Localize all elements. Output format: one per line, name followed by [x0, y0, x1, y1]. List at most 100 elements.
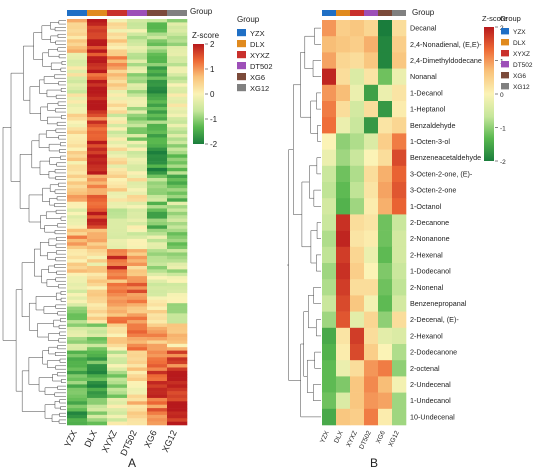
panel-a-cell: [107, 245, 128, 250]
panel-a-column-labels: YZX DLX XYXZ DT502 XG6 XG12: [62, 428, 178, 457]
panel-a-cell: [147, 272, 168, 277]
panel-a-cell: [147, 418, 168, 422]
panel-a-cell: [167, 347, 188, 351]
panel-a-cell: [67, 93, 88, 98]
panel-a-cell: [127, 235, 148, 240]
panel-a-cell: [67, 110, 88, 115]
panel-a-cell: [67, 178, 88, 182]
panel-b-cell: [336, 230, 351, 248]
panel-a-cell: [127, 110, 148, 115]
panel-a-cell: [87, 313, 108, 318]
panel-a-dendrogram-branch: [28, 302, 38, 331]
panel-a-cell: [147, 35, 168, 40]
panel-a-cell: [127, 171, 148, 175]
panel-b-colorbar-tick-label: -2: [500, 159, 506, 166]
panel-a-cell: [167, 309, 188, 314]
panel-a-cell: [67, 343, 88, 348]
panel-a-dendrogram-branch: [28, 357, 43, 385]
panel-b-cell: [392, 344, 407, 361]
panel-a-cell: [87, 123, 108, 128]
panel-a-cell: [87, 252, 108, 257]
panel-a-cell: [127, 370, 148, 375]
panel-a-dendrogram-branch: [45, 130, 59, 138]
panel-b-dendrogram-branch: [309, 165, 317, 199]
panel-a-cell: [67, 384, 88, 389]
panel-a-cell: [147, 154, 168, 159]
panel-b-group-legend-label: XG12: [513, 84, 530, 91]
panel-a-cell: [67, 293, 88, 297]
panel-a-cell: [127, 188, 148, 192]
panel-a-cell: [127, 347, 148, 351]
panel-a-cell: [107, 86, 128, 91]
panel-a-cell: [107, 381, 128, 385]
panel-a-cell: [147, 93, 168, 98]
panel-b-cell: [322, 36, 337, 53]
panel-a-cell: [107, 39, 128, 43]
panel-a-dendrogram-branch: [54, 401, 61, 409]
panel-a-cell: [127, 316, 148, 321]
panel-b-cell: [350, 133, 365, 150]
panel-a-cell: [107, 42, 128, 47]
panel-b-group-legend-items: YZX DLX XYXZ DT502 XG6 XG12: [501, 28, 533, 91]
panel-a-dendrogram-branch: [44, 387, 58, 395]
panel-a-dendrogram-branch: [58, 54, 66, 59]
panel-b-cell: [322, 376, 337, 393]
panel-a-cell: [67, 35, 88, 40]
panel-a-cell: [147, 86, 168, 91]
panel-a-column-label: YZX: [62, 429, 78, 449]
panel-a-cell: [147, 350, 168, 355]
panel-a-cell: [107, 167, 128, 172]
panel-a-dendrogram-branch: [59, 149, 66, 153]
panel-a-cell: [167, 198, 188, 202]
panel-a-cell: [147, 161, 168, 165]
panel-a-cell: [127, 35, 148, 40]
panel-a-cell: [67, 86, 88, 91]
panel-a-cell: [107, 181, 128, 186]
panel-a-cell: [127, 293, 148, 297]
panel-a-dendrogram-branch: [57, 33, 66, 38]
panel-a-cell: [147, 100, 168, 104]
panel-a-cell: [67, 316, 88, 321]
panel-a-cell: [147, 208, 168, 213]
panel-a-cell: [87, 113, 108, 118]
panel-a-cell: [147, 316, 168, 321]
panel-a-dendrogram-branch: [39, 160, 50, 175]
panel-a-dendrogram-branch: [58, 338, 66, 343]
panel-a-dendrogram-branch: [48, 49, 60, 57]
panel-a-cell: [147, 191, 168, 196]
panel-a-cell: [87, 83, 108, 87]
panel-a-cell: [67, 411, 88, 416]
panel-a-cell: [147, 90, 168, 94]
panel-a-dendrogram-branch: [54, 74, 66, 79]
panel-a-cell: [87, 408, 108, 412]
panel-a-cell: [147, 340, 168, 345]
panel-a-dendrogram-branch: [57, 311, 66, 316]
panel-b-group-legend-title: Group: [500, 14, 521, 23]
panel-a-cell: [107, 350, 128, 355]
panel-a-cell: [127, 265, 148, 270]
panel-a-cell: [107, 106, 128, 111]
panel-a-cell: [127, 333, 148, 338]
panel-a-cell: [167, 421, 188, 426]
panel-a-dendrogram-branch: [56, 196, 66, 201]
panel-a-cell: [127, 86, 148, 91]
panel-b-cell: [378, 165, 393, 183]
panel-a-cell: [87, 56, 108, 60]
panel-a-cell: [87, 337, 108, 341]
panel-a-cell: [87, 62, 108, 67]
panel-a-cell: [167, 32, 188, 37]
panel-a-cell: [167, 205, 188, 209]
panel-a-cell: [107, 178, 128, 182]
panel-a-cell: [107, 333, 128, 338]
panel-a-cell: [147, 150, 168, 155]
panel-a-cell: [167, 49, 188, 54]
panel-b-cell: [392, 182, 407, 199]
panel-a-cell: [87, 117, 108, 121]
panel-b-cell: [364, 117, 379, 134]
panel-b-cell: [392, 101, 407, 118]
panel-a-cell: [127, 39, 148, 43]
panel-b-cell: [378, 408, 393, 426]
panel-a-cell: [127, 32, 148, 37]
panel-b-row-label: Nonanal: [410, 72, 437, 81]
